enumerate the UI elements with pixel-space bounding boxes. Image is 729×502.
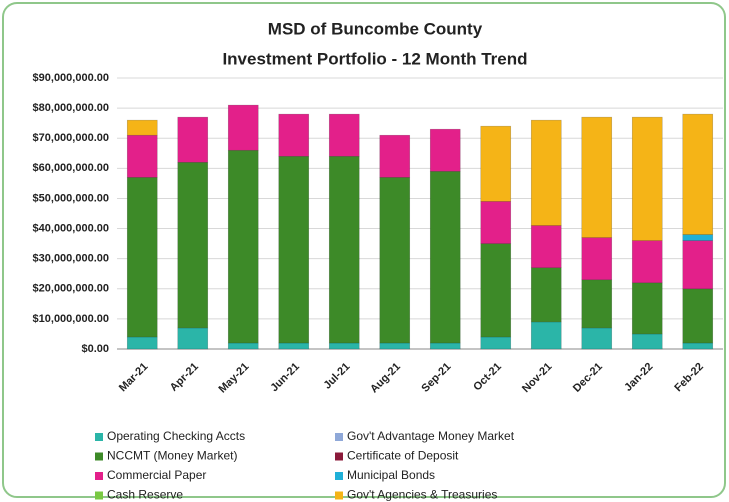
y-tick-label: $50,000,000.00 — [33, 192, 109, 204]
bar-segment — [328, 342, 360, 350]
bar-segment — [682, 113, 714, 235]
bar-segment — [480, 336, 512, 350]
chart-subtitle: Investment Portfolio - 12 Month Trend — [222, 49, 527, 68]
y-tick-label: $80,000,000.00 — [33, 102, 109, 114]
bar-segment — [278, 342, 310, 350]
legend-label: NCCMT (Money Market) — [107, 449, 237, 463]
legend-label: Commercial Paper — [107, 468, 206, 482]
legend-swatch — [95, 472, 103, 480]
bar-segment — [581, 327, 613, 350]
y-tick-label: $90,000,000.00 — [33, 72, 109, 84]
y-tick-label: $20,000,000.00 — [33, 283, 109, 295]
legend-swatch — [95, 433, 103, 441]
bar-segment — [126, 119, 158, 136]
legend-label: Certificate of Deposit — [347, 449, 459, 463]
bar-segment — [480, 201, 512, 244]
bar-segment — [126, 134, 158, 178]
bar-segment — [177, 162, 209, 329]
legend-swatch — [95, 491, 103, 500]
bar-segment — [227, 149, 259, 344]
bar-segment — [328, 155, 360, 344]
bar-segment — [581, 237, 613, 281]
bar-segment — [227, 104, 259, 151]
y-tick-label: $60,000,000.00 — [33, 162, 109, 174]
bar-segment — [631, 333, 663, 350]
legend-swatch — [335, 472, 343, 480]
chart-title: MSD of Buncombe County — [268, 19, 483, 38]
bar-segment — [379, 342, 411, 350]
bar-segment — [682, 342, 714, 350]
bar-segment — [631, 282, 663, 335]
legend-swatch — [335, 452, 343, 461]
bar-segment — [227, 342, 259, 350]
bar-segment — [429, 342, 461, 350]
bar-segment — [177, 327, 209, 350]
bar-segment — [278, 113, 310, 157]
bar-segment — [278, 155, 310, 344]
legend-label: Gov't Advantage Money Market — [347, 429, 515, 443]
bar-segment — [480, 243, 512, 338]
legend-swatch — [95, 452, 103, 461]
y-tick-label: $40,000,000.00 — [33, 222, 109, 234]
bar-segment — [126, 336, 158, 350]
bar-segment — [429, 128, 461, 172]
legend-label: Operating Checking Accts — [107, 429, 245, 443]
legend-swatch — [335, 491, 343, 500]
y-tick-label: $10,000,000.00 — [33, 313, 109, 325]
bar-segment — [480, 125, 512, 202]
bar-segment — [581, 116, 613, 238]
bar-segment — [126, 177, 158, 338]
bar-segment — [328, 113, 360, 157]
legend-label: Cash Reserve — [107, 488, 183, 502]
legend-label: Gov't Agencies & Treasuries — [347, 488, 497, 502]
bar-segment — [379, 134, 411, 178]
bar-segment — [581, 279, 613, 329]
bar-segment — [682, 234, 714, 241]
y-tick-label: $0.00 — [81, 343, 109, 355]
bar-segment — [429, 171, 461, 344]
bar-segment — [682, 288, 714, 344]
bar-segment — [530, 321, 562, 350]
legend-swatch — [335, 433, 343, 441]
bar-segment — [177, 116, 209, 163]
bar-segment — [631, 116, 663, 241]
bar-segment — [530, 267, 562, 323]
y-tick-label: $70,000,000.00 — [33, 132, 109, 144]
bar-segment — [530, 225, 562, 269]
bar-segment — [682, 240, 714, 290]
y-tick-label: $30,000,000.00 — [33, 253, 109, 265]
bar-segment — [379, 177, 411, 344]
legend-label: Municipal Bonds — [347, 468, 435, 482]
bar-segment — [631, 240, 663, 284]
bar-segment — [530, 119, 562, 226]
